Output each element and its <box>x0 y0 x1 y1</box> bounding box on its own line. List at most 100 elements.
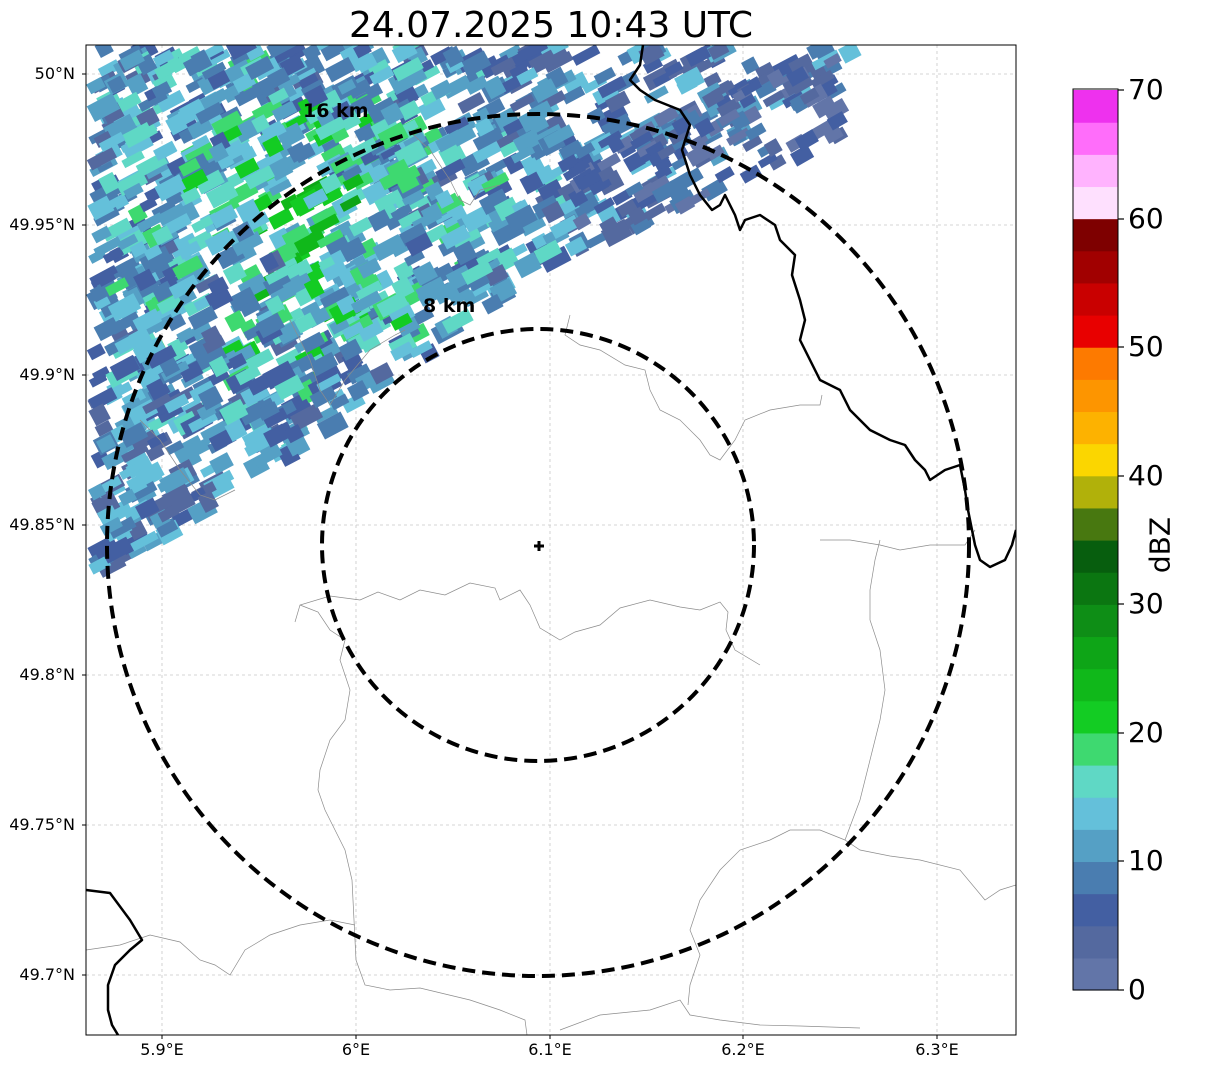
echo-pixel <box>494 196 521 222</box>
echo-pixel <box>376 291 409 318</box>
echo-pixel <box>328 316 350 335</box>
echo-pixel <box>597 165 616 183</box>
echo-pixel <box>226 45 257 61</box>
echo-pixel <box>654 165 673 181</box>
echo-pixel <box>742 135 763 152</box>
echo-pixel <box>267 157 290 178</box>
colorbar-segment <box>1073 475 1118 509</box>
echo-pixel <box>627 206 648 226</box>
echo-pixel <box>234 84 264 107</box>
echo-pixel <box>267 67 291 89</box>
echo-pixel <box>234 157 260 179</box>
echo-pixel <box>568 187 589 208</box>
echo-pixel <box>367 208 392 232</box>
colorbar-tick-label: 30 <box>1128 587 1164 620</box>
echo-pixel <box>107 293 142 322</box>
echo-pixel <box>152 49 175 67</box>
echo-pixel <box>284 423 305 444</box>
echo-pixel <box>338 236 367 263</box>
echo-pixel <box>151 225 174 246</box>
echo-pixel <box>98 171 121 195</box>
echo-pixel <box>118 488 138 507</box>
echo-pixel <box>467 174 491 197</box>
echo-pixel <box>200 419 233 445</box>
echo-pixel <box>125 73 149 97</box>
echo-pixel <box>441 308 474 334</box>
colorbar-segment <box>1073 732 1118 766</box>
echo-pixel <box>283 73 301 89</box>
echo-pixel <box>168 274 200 300</box>
echo-pixel <box>151 81 173 100</box>
lat-label: 49.75°N <box>9 815 75 834</box>
echo-pixel <box>165 495 196 518</box>
echo-pixel <box>319 172 343 195</box>
echo-pixel <box>146 432 168 449</box>
echo-pixel <box>338 338 363 362</box>
echo-pixel <box>576 169 602 191</box>
echo-pixel <box>245 45 265 62</box>
echo-pixel <box>347 379 370 402</box>
echo-pixel <box>357 56 378 73</box>
echo-pixel <box>96 434 117 454</box>
echo-pixel <box>244 435 272 457</box>
echo-pixel <box>561 85 586 105</box>
echo-pixel <box>739 164 762 184</box>
echo-pixel <box>224 418 248 442</box>
echo-pixel <box>417 96 446 121</box>
colorbar-tick-label: 20 <box>1128 716 1164 749</box>
colorbar-segment <box>1073 797 1118 830</box>
echo-pixel <box>123 182 144 200</box>
echo-pixel <box>193 296 211 312</box>
echo-pixel <box>180 186 201 205</box>
echo-pixel <box>102 246 125 264</box>
echo-pixel <box>290 403 324 431</box>
ring-label-8km: 8 km <box>423 295 476 317</box>
echo-pixel <box>509 93 535 113</box>
echo-pixel <box>264 265 292 285</box>
echo-pixel <box>511 199 530 215</box>
echo-pixel <box>435 158 466 182</box>
echo-pixel <box>86 76 106 95</box>
echo-pixel <box>219 398 249 426</box>
echo-pixel <box>541 200 565 224</box>
echo-pixel <box>195 273 222 294</box>
colorbar-tick-label: 10 <box>1128 844 1164 877</box>
echo-pixel <box>300 301 321 319</box>
echo-pixel <box>155 517 179 538</box>
echo-pixel <box>476 247 502 267</box>
echo-pixel <box>757 152 778 169</box>
echo-pixel <box>539 245 572 273</box>
echo-pixel <box>135 497 160 520</box>
echo-pixel <box>272 45 304 64</box>
echo-pixel <box>253 446 283 468</box>
admin-boundaries <box>86 129 1016 1035</box>
echo-pixel <box>187 117 214 140</box>
echo-pixel <box>799 87 820 105</box>
echo-pixel <box>257 124 287 146</box>
echo-pixel <box>599 216 619 234</box>
echo-pixel <box>205 180 239 209</box>
echo-pixel <box>718 108 741 127</box>
echo-pixel <box>763 138 783 158</box>
echo-pixel <box>86 147 118 171</box>
echo-pixel <box>303 277 325 300</box>
echo-pixel <box>178 157 201 177</box>
echo-pixel <box>412 261 439 286</box>
echo-pixel <box>302 45 322 62</box>
axis-ticks <box>82 73 938 1039</box>
ring-8km <box>320 327 756 763</box>
echo-pixel <box>104 277 130 297</box>
echo-pixel <box>162 207 192 235</box>
echo-pixel <box>745 122 767 141</box>
echo-pixel <box>224 310 248 333</box>
echo-pixel <box>380 102 405 126</box>
echo-pixel <box>369 362 394 385</box>
echo-pixel <box>558 139 584 161</box>
echo-pixel <box>190 320 214 342</box>
echo-pixel <box>707 45 730 61</box>
echo-pixel <box>313 405 339 424</box>
echo-pixel <box>190 49 213 73</box>
echo-pixel <box>275 319 304 345</box>
echo-pixel <box>512 128 542 154</box>
echo-pixel <box>481 293 504 315</box>
